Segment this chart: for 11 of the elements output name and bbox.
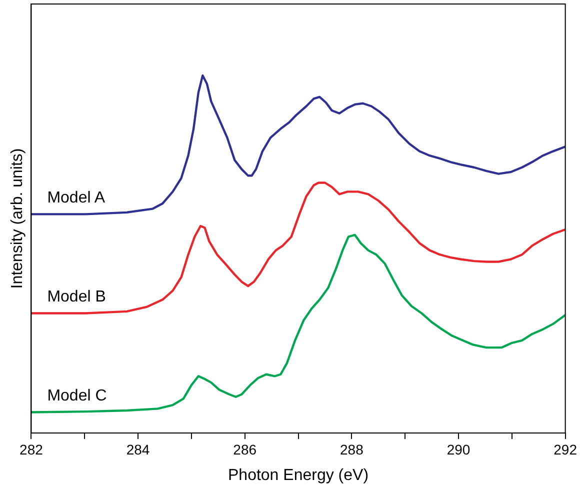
x-tick-label: 282 bbox=[20, 441, 44, 458]
x-tick-label: 290 bbox=[446, 441, 470, 458]
y-axis-title: Intensity (arb. units) bbox=[9, 148, 26, 289]
series-label: Model A bbox=[47, 190, 106, 207]
x-tick-label: 288 bbox=[340, 441, 364, 458]
x-tick-label: 284 bbox=[126, 441, 150, 458]
series-label: Model B bbox=[47, 288, 106, 306]
x-tick-label: 286 bbox=[233, 441, 257, 458]
series-label: Model C bbox=[47, 388, 107, 405]
x-tick-label: 292 bbox=[554, 441, 578, 458]
x-axis-title: Photon Energy (eV) bbox=[228, 466, 369, 484]
